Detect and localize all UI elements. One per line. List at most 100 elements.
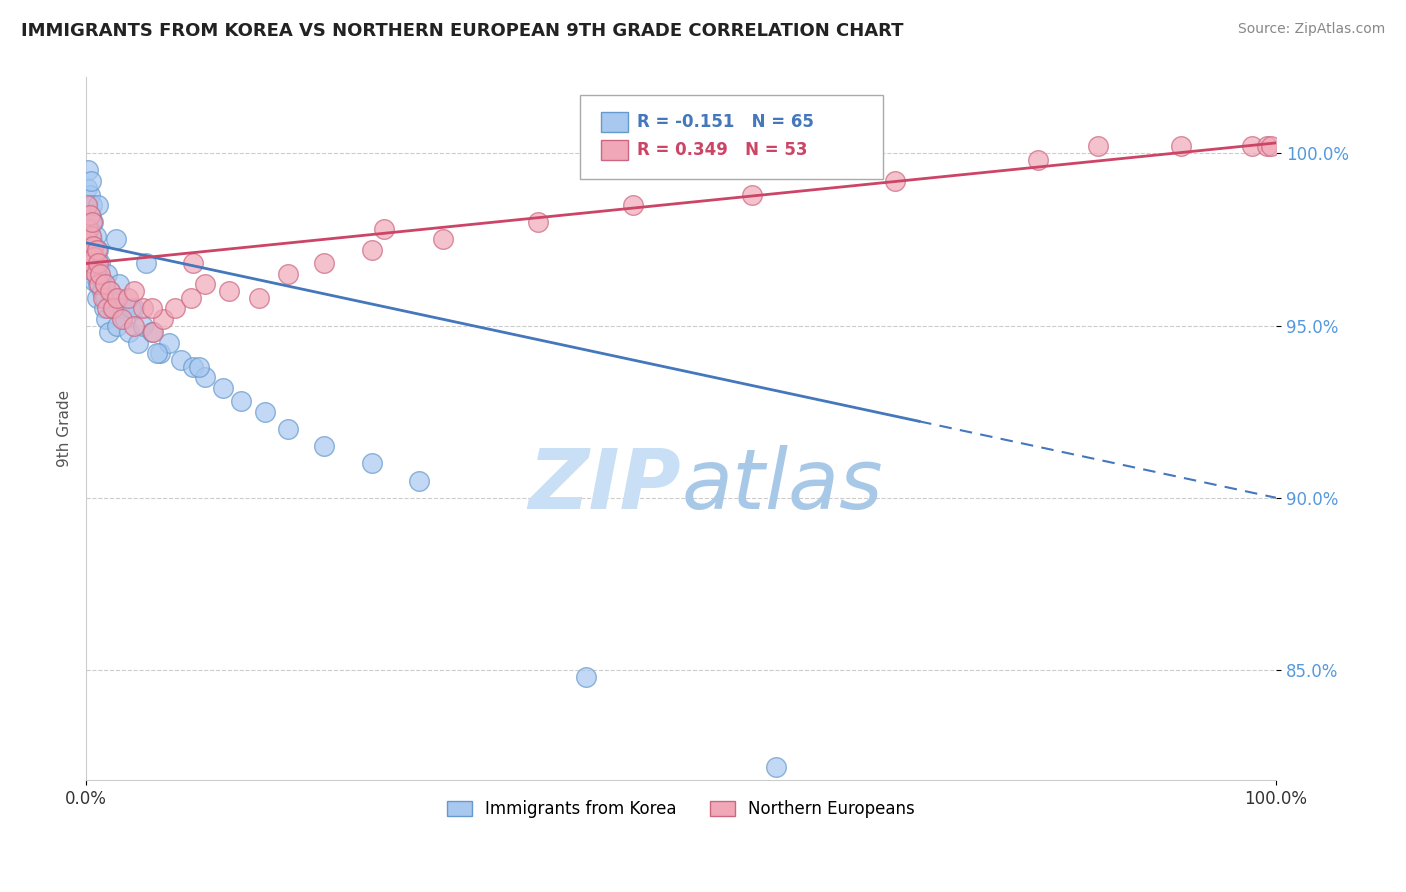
Point: [77, 232, 100, 246]
Point: [90, 284, 112, 298]
Point: [80, 208, 103, 222]
Y-axis label: 9th Grade: 9th Grade: [58, 391, 72, 467]
Point: [132, 301, 155, 316]
Point: [181, 256, 204, 270]
FancyBboxPatch shape: [602, 112, 627, 131]
Point: [181, 359, 204, 374]
Legend: Immigrants from Korea, Northern Europeans: Immigrants from Korea, Northern European…: [440, 793, 922, 825]
Point: [170, 353, 193, 368]
Point: [111, 311, 134, 326]
Point: [1170, 139, 1192, 153]
Point: [76, 198, 98, 212]
Point: [91, 274, 114, 288]
Point: [741, 187, 763, 202]
Text: atlas: atlas: [681, 444, 883, 525]
Point: [101, 301, 124, 316]
Point: [79, 208, 101, 222]
Point: [105, 291, 128, 305]
Point: [247, 291, 270, 305]
Text: ZIP: ZIP: [529, 444, 681, 525]
Point: [91, 291, 114, 305]
Point: [89, 267, 111, 281]
Point: [80, 267, 103, 281]
Point: [884, 174, 907, 188]
Point: [165, 301, 187, 316]
Point: [79, 243, 101, 257]
Point: [98, 284, 121, 298]
Point: [117, 291, 139, 305]
Point: [527, 215, 550, 229]
Point: [80, 215, 103, 229]
Point: [96, 301, 118, 316]
Point: [83, 239, 105, 253]
Point: [312, 256, 335, 270]
Point: [87, 198, 110, 212]
Point: [80, 228, 103, 243]
Point: [218, 284, 240, 298]
Point: [80, 198, 103, 212]
Point: [146, 346, 169, 360]
Point: [89, 277, 111, 292]
Point: [79, 187, 101, 202]
Point: [152, 311, 174, 326]
Point: [80, 232, 103, 246]
Point: [765, 759, 787, 773]
Point: [135, 256, 157, 270]
Point: [87, 256, 110, 270]
Point: [76, 232, 98, 246]
Point: [105, 318, 128, 333]
Point: [76, 180, 98, 194]
Point: [80, 263, 103, 277]
Point: [188, 359, 211, 374]
Point: [111, 301, 134, 316]
Point: [1241, 139, 1264, 153]
Point: [103, 301, 125, 316]
Point: [104, 232, 127, 246]
Point: [86, 291, 108, 305]
Point: [77, 250, 100, 264]
Point: [141, 326, 163, 340]
Point: [94, 291, 117, 305]
Point: [360, 456, 382, 470]
Point: [432, 232, 454, 246]
Point: [194, 370, 217, 384]
Point: [127, 335, 149, 350]
Point: [142, 326, 165, 340]
Point: [89, 267, 111, 281]
Point: [96, 267, 118, 281]
Point: [277, 422, 299, 436]
Point: [180, 291, 202, 305]
Point: [86, 243, 108, 257]
Point: [83, 274, 105, 288]
Point: [79, 243, 101, 257]
Point: [82, 250, 104, 264]
FancyBboxPatch shape: [602, 140, 627, 160]
Point: [94, 277, 117, 292]
Point: [87, 243, 110, 257]
Point: [108, 277, 131, 292]
Point: [84, 228, 107, 243]
Point: [360, 243, 382, 257]
Point: [373, 222, 395, 236]
Text: R = -0.151   N = 65: R = -0.151 N = 65: [637, 112, 814, 131]
FancyBboxPatch shape: [579, 95, 883, 179]
Point: [82, 239, 104, 253]
Point: [1087, 139, 1109, 153]
Point: [122, 284, 145, 298]
Point: [87, 277, 110, 292]
Point: [77, 222, 100, 236]
Point: [83, 250, 105, 264]
Point: [132, 318, 155, 333]
Point: [277, 267, 299, 281]
Point: [82, 215, 104, 229]
Point: [77, 198, 100, 212]
Point: [848, 153, 870, 168]
Point: [114, 311, 136, 326]
Text: Source: ZipAtlas.com: Source: ZipAtlas.com: [1237, 22, 1385, 37]
Point: [194, 277, 217, 292]
Point: [80, 256, 103, 270]
Point: [89, 256, 111, 270]
Point: [122, 301, 145, 316]
Point: [84, 263, 107, 277]
Point: [408, 474, 430, 488]
